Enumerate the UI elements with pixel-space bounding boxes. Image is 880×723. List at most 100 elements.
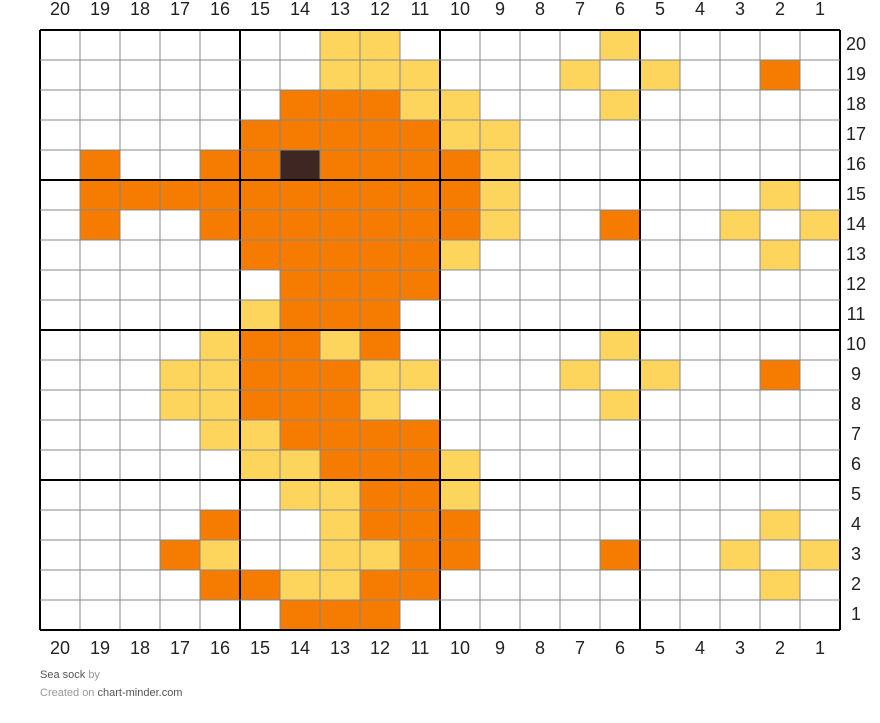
cell	[120, 300, 160, 330]
cell	[160, 330, 200, 360]
cell	[360, 180, 400, 210]
cell	[160, 180, 200, 210]
cell	[560, 60, 600, 90]
row-label: 18	[846, 94, 866, 114]
column-label: 9	[495, 0, 505, 19]
cell	[440, 180, 480, 210]
cell	[480, 360, 520, 390]
cell	[440, 240, 480, 270]
cell	[280, 120, 320, 150]
cell	[760, 180, 800, 210]
cell	[320, 120, 360, 150]
cell	[760, 600, 800, 630]
row-label: 13	[846, 244, 866, 264]
cell	[760, 360, 800, 390]
cell	[160, 210, 200, 240]
cell	[800, 450, 840, 480]
row-label: 5	[851, 484, 861, 504]
cell	[360, 420, 400, 450]
cell	[320, 150, 360, 180]
cell	[520, 390, 560, 420]
row-label: 3	[851, 544, 861, 564]
cell	[600, 540, 640, 570]
cell	[120, 570, 160, 600]
cell	[200, 390, 240, 420]
column-label: 12	[370, 638, 390, 658]
cell	[400, 300, 440, 330]
cell	[360, 210, 400, 240]
cell	[800, 510, 840, 540]
cell	[640, 510, 680, 540]
cell	[720, 510, 760, 540]
cell	[440, 30, 480, 60]
cell	[680, 60, 720, 90]
cell	[800, 300, 840, 330]
cell	[240, 360, 280, 390]
column-label: 13	[330, 638, 350, 658]
row-label: 19	[846, 64, 866, 84]
column-label: 3	[735, 638, 745, 658]
cell	[160, 420, 200, 450]
cell	[40, 390, 80, 420]
cell	[560, 420, 600, 450]
cell	[640, 570, 680, 600]
cell	[640, 30, 680, 60]
cell	[80, 30, 120, 60]
cell	[360, 450, 400, 480]
cell	[40, 540, 80, 570]
cell	[760, 570, 800, 600]
cell	[280, 300, 320, 330]
cell	[640, 480, 680, 510]
footer: Sea sock by Created on chart-minder.com	[40, 666, 182, 702]
cell	[520, 150, 560, 180]
row-label: 16	[846, 154, 866, 174]
cell	[560, 570, 600, 600]
cell	[480, 570, 520, 600]
cell	[80, 360, 120, 390]
row-label: 8	[851, 394, 861, 414]
cell	[320, 30, 360, 60]
row-label: 1	[851, 604, 861, 624]
column-label: 20	[50, 0, 70, 19]
cell	[520, 120, 560, 150]
cell	[800, 540, 840, 570]
cell	[80, 420, 120, 450]
cell	[440, 600, 480, 630]
cell	[40, 210, 80, 240]
cell	[680, 540, 720, 570]
cell	[760, 30, 800, 60]
cell	[280, 420, 320, 450]
cell	[360, 330, 400, 360]
cell	[800, 420, 840, 450]
cell	[80, 450, 120, 480]
column-label: 12	[370, 0, 390, 19]
cell	[480, 450, 520, 480]
cell	[80, 600, 120, 630]
cell	[640, 390, 680, 420]
cell	[240, 390, 280, 420]
cell	[200, 510, 240, 540]
cell	[240, 180, 280, 210]
cell	[520, 60, 560, 90]
cell	[200, 270, 240, 300]
row-label: 6	[851, 454, 861, 474]
cell	[720, 390, 760, 420]
cell	[320, 240, 360, 270]
cell	[120, 120, 160, 150]
cell	[360, 270, 400, 300]
cell	[680, 150, 720, 180]
cell	[480, 540, 520, 570]
cell	[680, 330, 720, 360]
cell	[80, 510, 120, 540]
cell	[480, 510, 520, 540]
cell	[760, 540, 800, 570]
cell	[520, 540, 560, 570]
cell	[240, 540, 280, 570]
cell	[720, 450, 760, 480]
cell	[400, 450, 440, 480]
cell	[560, 330, 600, 360]
cell	[80, 180, 120, 210]
column-label: 1	[815, 0, 825, 19]
row-label: 17	[846, 124, 866, 144]
cell	[600, 240, 640, 270]
